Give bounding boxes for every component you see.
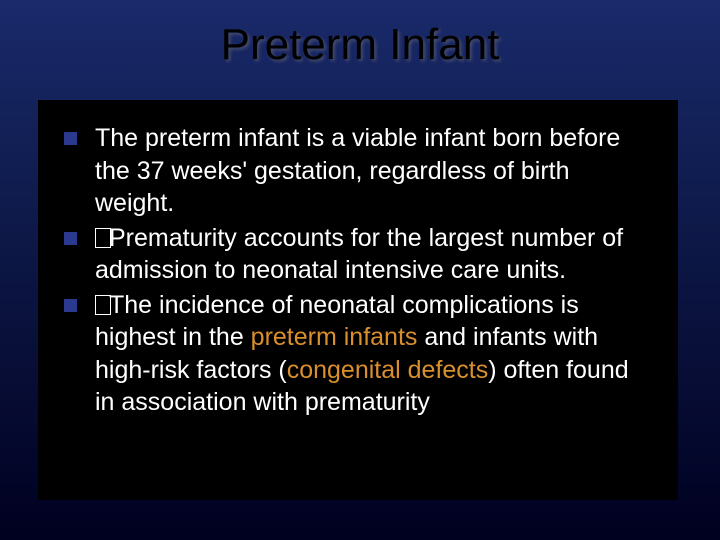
slide-title: Preterm Infant (0, 20, 720, 70)
bullet-item: The preterm infant is a viable infant bo… (64, 122, 652, 220)
bullet-icon (64, 299, 77, 312)
bullet-item: Prematurity accounts for the largest num… (64, 222, 652, 287)
bullet-item: The incidence of neonatal complications … (64, 289, 652, 419)
missing-glyph-icon (95, 228, 111, 248)
bullet-icon (64, 232, 77, 245)
slide: Preterm Infant The preterm infant is a v… (0, 0, 720, 540)
text-segment-highlight: preterm infants (251, 323, 418, 351)
bullet-icon (64, 132, 77, 145)
bullet-text: Prematurity accounts for the largest num… (95, 222, 652, 287)
bullet-text: The incidence of neonatal complications … (95, 289, 652, 419)
bullet-text: The preterm infant is a viable infant bo… (95, 122, 652, 220)
text-segment: The preterm infant is a viable infant bo… (95, 124, 620, 217)
text-segment: Prematurity accounts for the largest num… (95, 224, 623, 285)
text-segment-highlight: congenital defects (287, 356, 489, 384)
missing-glyph-icon (95, 295, 111, 315)
content-box: The preterm infant is a viable infant bo… (38, 100, 678, 500)
